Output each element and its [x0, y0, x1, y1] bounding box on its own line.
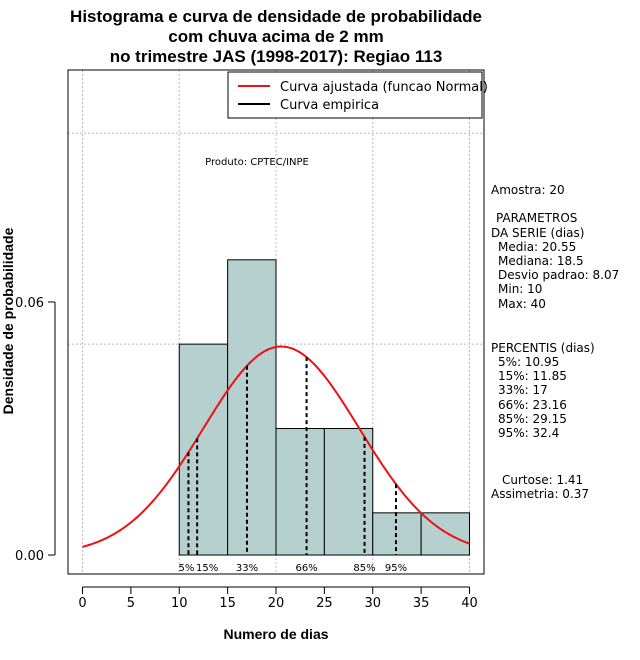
percentile-label-5: 5%	[179, 563, 195, 574]
percentile-33: 33%: 17	[498, 383, 548, 397]
param-max: Max: 40	[498, 297, 546, 311]
percentile-label-33: 33%	[236, 563, 258, 574]
params-header: PARAMETROS	[496, 211, 577, 225]
x-tick-label-0: 0	[78, 596, 86, 611]
params-subheader: DA SERIE (dias)	[491, 226, 584, 240]
histogram-bar-20-25	[275, 427, 325, 556]
percentile-66: 66%: 23.16	[498, 398, 567, 412]
percentile-label-15: 15%	[196, 563, 218, 574]
x-tick-label-5: 5	[127, 596, 135, 611]
percentile-85: 85%: 29.15	[498, 412, 567, 426]
axes: 0 5 10 15 20 25 30 35 40 0.00 0.06	[15, 296, 478, 611]
skewness: Assimetria: 0.37	[491, 487, 589, 501]
chart-title-line-1: Histograma e curva de densidade de proba…	[70, 7, 482, 26]
chart-title-line-3: no trimestre JAS (1998-2017): Regiao 113	[110, 47, 443, 66]
x-axis-label: Numero de dias	[223, 626, 328, 642]
legend-box	[227, 71, 483, 119]
y-axis-label: Densidade de probabilidade	[0, 227, 16, 414]
percentile-label-66: 66%	[295, 563, 317, 574]
x-tick-label-15: 15	[219, 596, 236, 611]
sample-size: Amostra: 20	[491, 183, 565, 197]
product-annotation: Produto: CPTEC/INPE	[205, 157, 309, 168]
percentile-label-85: 85%	[353, 563, 375, 574]
x-tick-label-35: 35	[413, 596, 430, 611]
param-min: Min: 10	[498, 282, 542, 296]
y-tick-label-1: 0.06	[15, 296, 44, 311]
y-tick-label-0: 0.00	[15, 549, 44, 564]
histogram-bars	[178, 259, 470, 556]
param-stddev: Desvio padrao: 8.07	[498, 268, 619, 282]
histogram-bar-25-30	[323, 427, 374, 556]
param-mean: Media: 20.55	[498, 240, 576, 254]
stats-panel: Amostra: 20 PARAMETROS DA SERIE (dias) M…	[491, 183, 619, 501]
density-curve	[82, 345, 470, 548]
legend-label-normal: Curva ajustada (funcao Normal)	[280, 80, 488, 95]
kurtosis: Curtose: 1.41	[502, 473, 583, 487]
percentile-5: 5%: 10.95	[498, 355, 559, 369]
x-tick-label-20: 20	[268, 596, 285, 611]
x-tick-label-40: 40	[461, 596, 478, 611]
histogram-bar-10-15	[178, 343, 229, 556]
percentiles-header: PERCENTIS (dias)	[491, 341, 595, 355]
percentile-label-95: 95%	[385, 563, 407, 574]
param-median: Mediana: 18.5	[498, 254, 584, 268]
legend: Curva ajustada (funcao Normal) Curva emp…	[227, 71, 488, 119]
percentile-markers: 5% 15% 33% 66% 85% 95%	[179, 357, 407, 574]
histogram-bar-15-20	[227, 259, 277, 556]
x-tick-label-10: 10	[171, 596, 188, 611]
chart-title-line-2: com chuva acima de 2 mm	[168, 27, 383, 46]
x-tick-label-25: 25	[316, 596, 333, 611]
percentile-15: 15%: 11.85	[498, 369, 567, 383]
legend-label-empirical: Curva empirica	[280, 98, 379, 113]
plot-frame	[67, 69, 485, 575]
x-tick-label-30: 30	[364, 596, 381, 611]
percentile-95: 95%: 32.4	[498, 426, 559, 440]
normal-curve-line	[82, 345, 470, 548]
